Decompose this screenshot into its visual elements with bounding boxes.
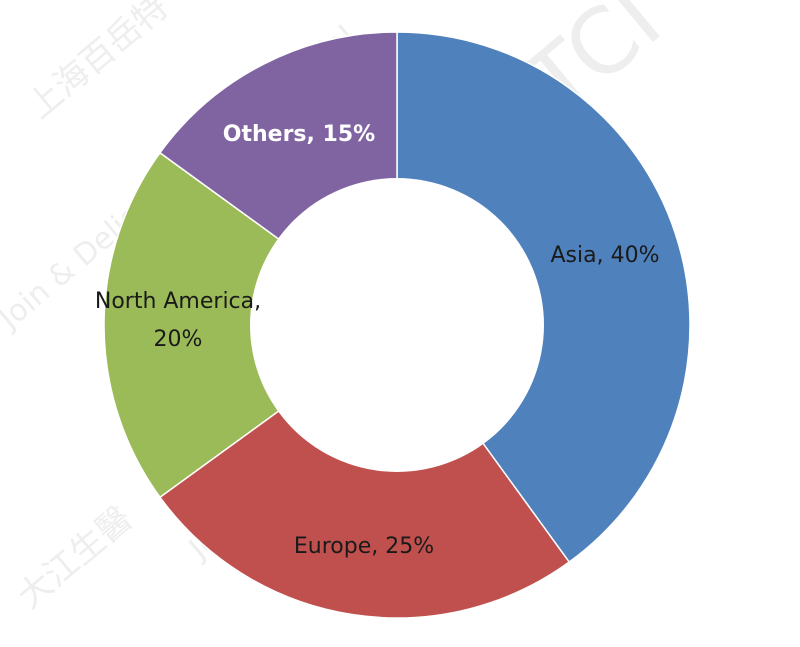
slice-label-others: Others, 15% [223, 122, 375, 147]
slice-label-europe: Europe, 25% [294, 534, 434, 559]
watermark-text: 大江生醫 [10, 499, 140, 617]
slice-labels: Asia, 40% Europe, 25% North America, 20% Oth… [95, 122, 660, 559]
donut-hole [250, 178, 544, 472]
slice-asia [396, 31, 691, 564]
slice-label-north-america: North America, 20% [95, 289, 261, 352]
slice-label-asia: Asia, 40% [551, 243, 660, 268]
slice-europe [158, 323, 571, 619]
watermark-text: 上海百岳特 [20, 0, 176, 127]
